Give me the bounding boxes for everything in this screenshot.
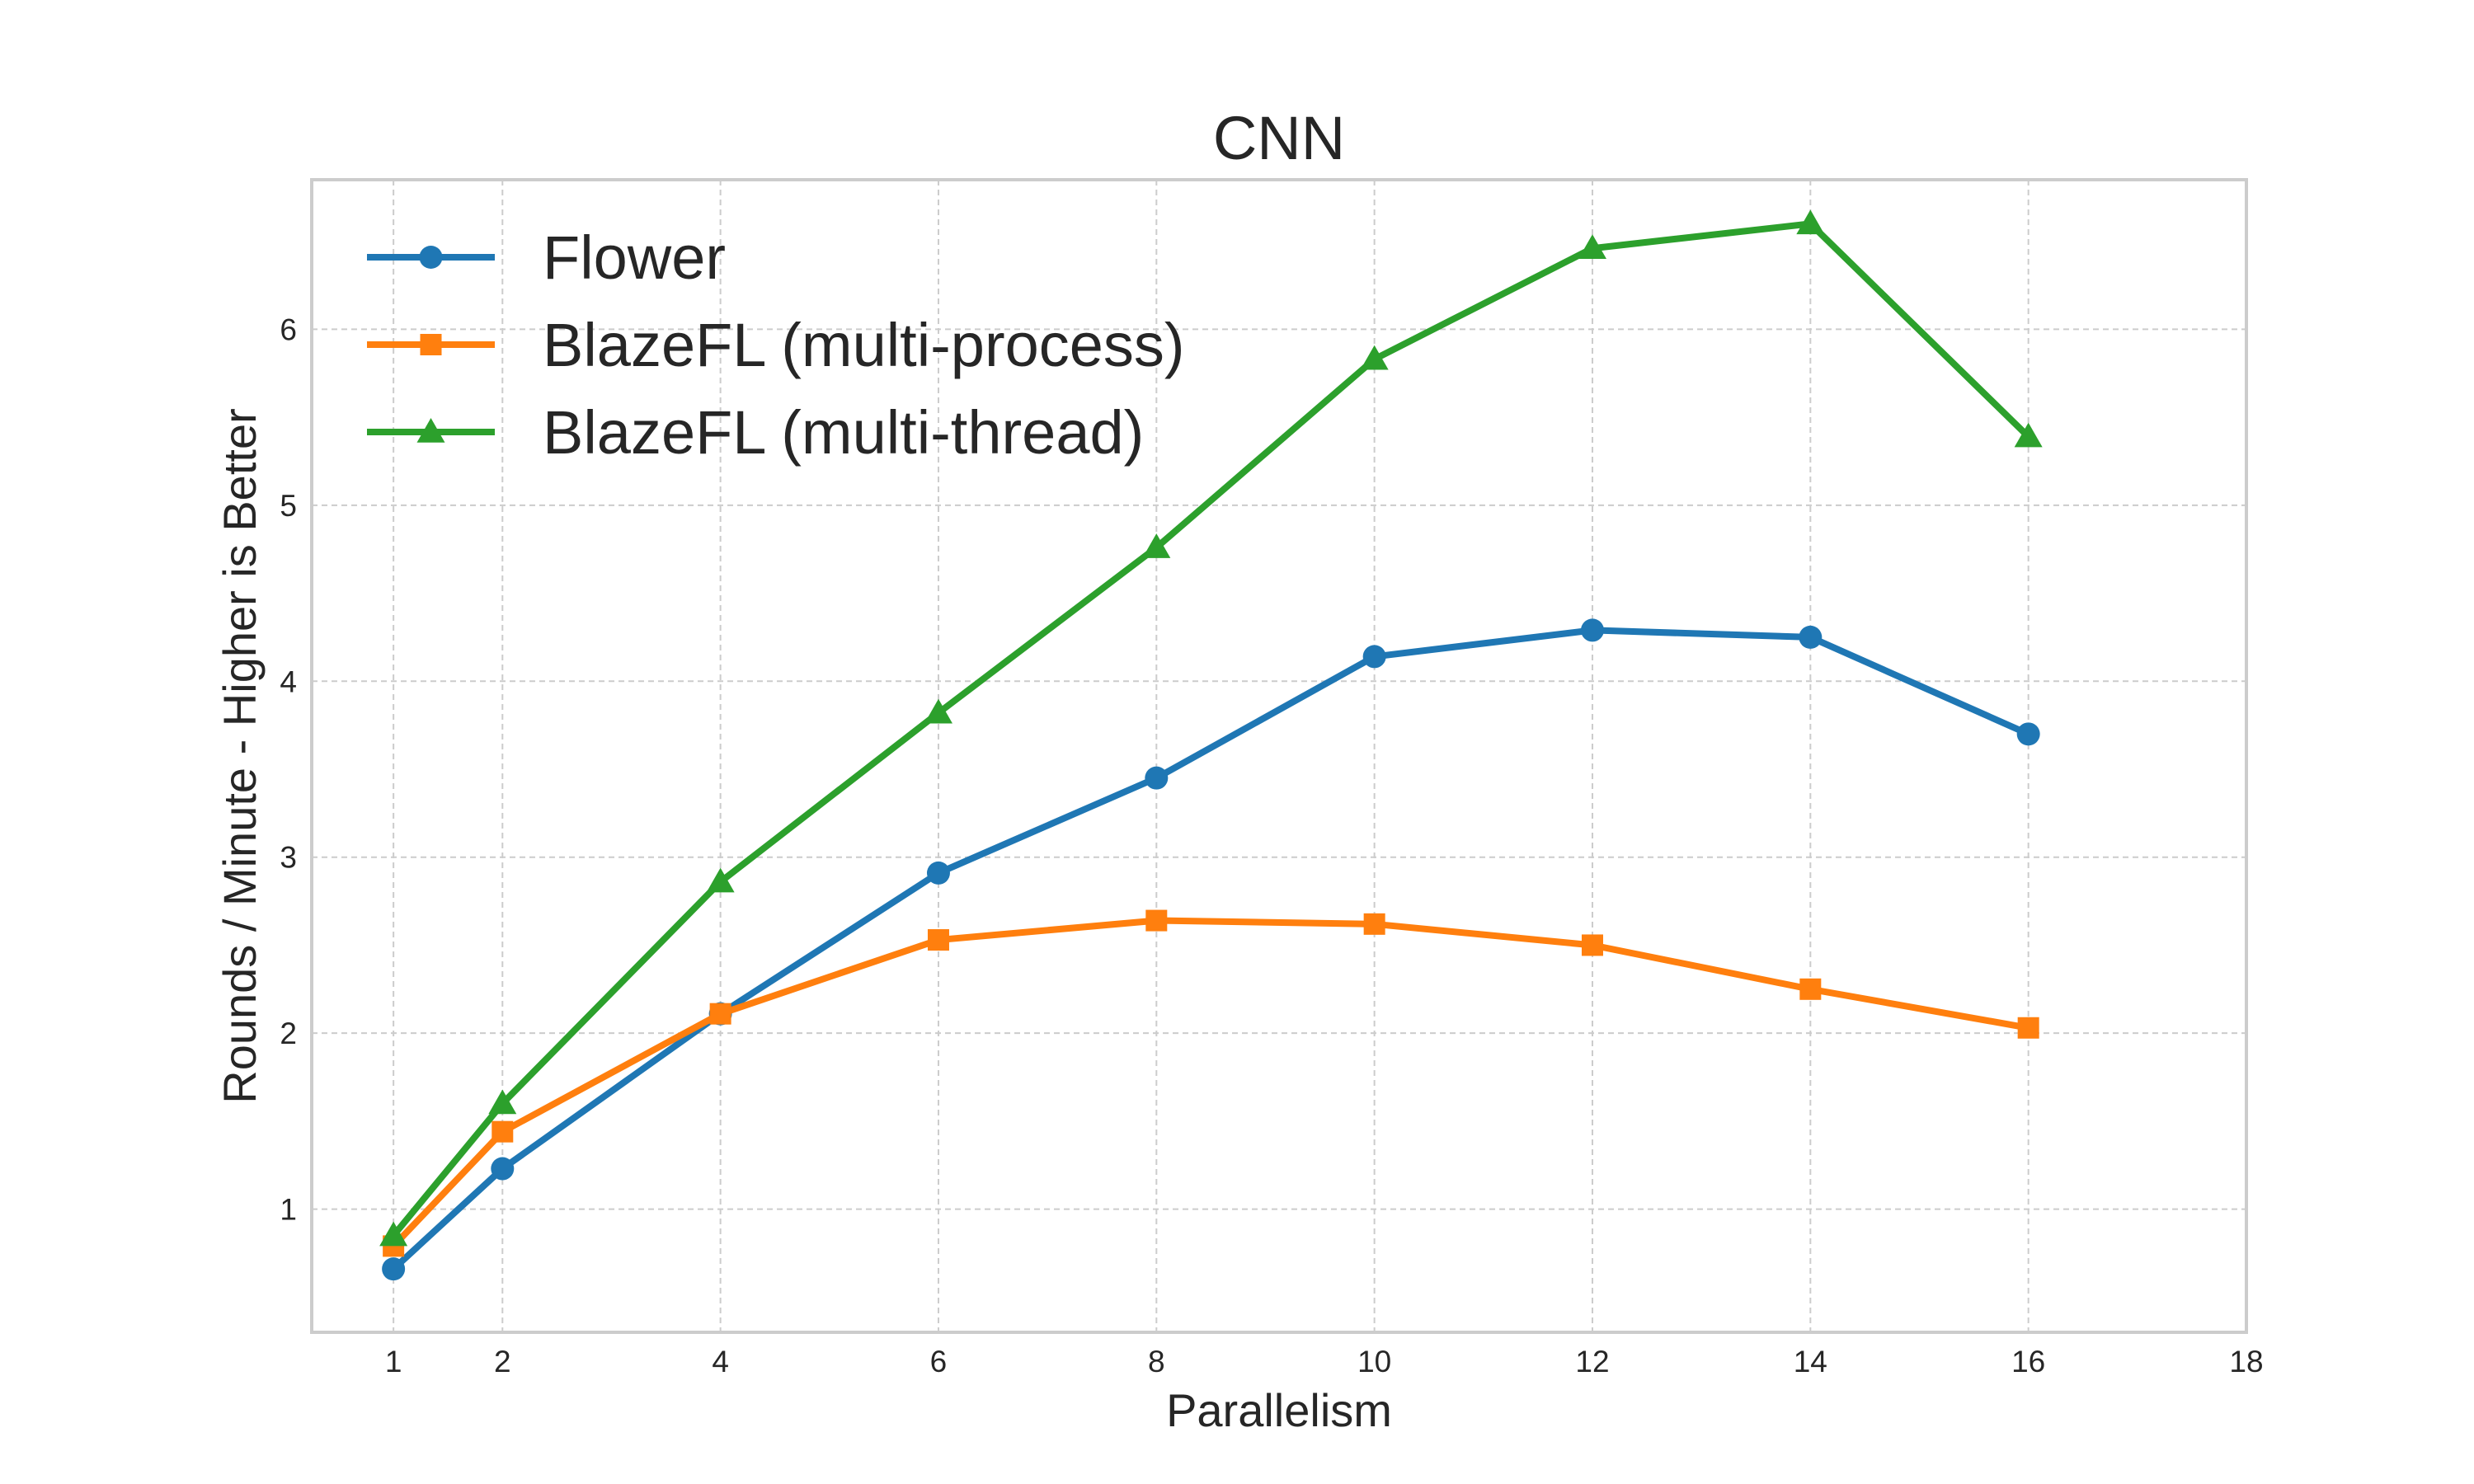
data-point xyxy=(379,1221,408,1247)
data-point xyxy=(1360,345,1389,370)
chart-title: CNN xyxy=(1213,104,1345,172)
x-tick-label: 18 xyxy=(2229,1345,2263,1378)
legend-label: BlazeFL (multi-process) xyxy=(543,311,1185,379)
x-tick-label: 1 xyxy=(385,1345,402,1378)
x-tick-label: 4 xyxy=(712,1345,729,1378)
data-point xyxy=(1799,978,1822,1000)
data-point xyxy=(926,861,950,885)
x-tick-label: 12 xyxy=(1575,1345,1609,1378)
data-point xyxy=(1578,234,1606,259)
data-point xyxy=(1145,766,1169,790)
data-point xyxy=(488,1089,517,1115)
x-axis-title: Parallelism xyxy=(1166,1384,1392,1436)
data-point xyxy=(1363,913,1385,935)
data-point xyxy=(2014,422,2043,448)
y-tick-label: 3 xyxy=(280,841,297,875)
data-point xyxy=(2016,722,2040,746)
series-0 xyxy=(382,618,2040,1281)
data-point xyxy=(709,1003,731,1025)
x-tick-label: 16 xyxy=(2011,1345,2045,1378)
data-point xyxy=(1580,618,1604,642)
grid xyxy=(312,180,2247,1332)
data-point xyxy=(1362,645,1386,669)
data-point xyxy=(1145,909,1168,932)
legend-marker xyxy=(419,246,443,269)
data-point xyxy=(1142,533,1171,558)
data-point xyxy=(1796,209,1825,235)
x-tick-label: 10 xyxy=(1357,1345,1391,1378)
x-tick-label: 2 xyxy=(494,1345,511,1378)
plot-frame xyxy=(310,178,2248,1334)
data-point xyxy=(492,1120,514,1143)
data-point xyxy=(382,1257,406,1281)
x-tick-label: 6 xyxy=(930,1345,948,1378)
y-tick-label: 4 xyxy=(280,665,297,698)
series-layer xyxy=(379,209,2043,1281)
x-tick-label: 8 xyxy=(1148,1345,1165,1378)
y-tick-label: 6 xyxy=(280,312,297,346)
legend-entry: BlazeFL (multi-process) xyxy=(367,311,1185,379)
data-point xyxy=(1799,625,1823,649)
data-point xyxy=(491,1157,515,1181)
legend-label: Flower xyxy=(543,223,726,292)
y-tick-label: 2 xyxy=(280,1017,297,1050)
legend-entry: Flower xyxy=(367,223,726,292)
data-point xyxy=(924,698,952,724)
x-tick-label: 14 xyxy=(1794,1345,1827,1378)
legend-marker xyxy=(416,418,445,443)
y-tick-label: 1 xyxy=(280,1193,297,1227)
y-axis-title: Rounds / Minute - Higher is Better xyxy=(214,408,266,1103)
data-point xyxy=(2017,1017,2039,1039)
y-tick-label: 5 xyxy=(280,489,297,523)
legend-entry: BlazeFL (multi-thread) xyxy=(367,398,1144,467)
series-2 xyxy=(379,209,2043,1247)
legend: Flower BlazeFL (multi-process) BlazeFL (mu… xyxy=(367,223,1185,467)
legend-label: BlazeFL (multi-thread) xyxy=(543,398,1144,467)
legend-marker xyxy=(420,334,442,355)
data-point xyxy=(927,929,949,951)
data-point xyxy=(706,867,735,893)
data-point xyxy=(1581,934,1603,956)
